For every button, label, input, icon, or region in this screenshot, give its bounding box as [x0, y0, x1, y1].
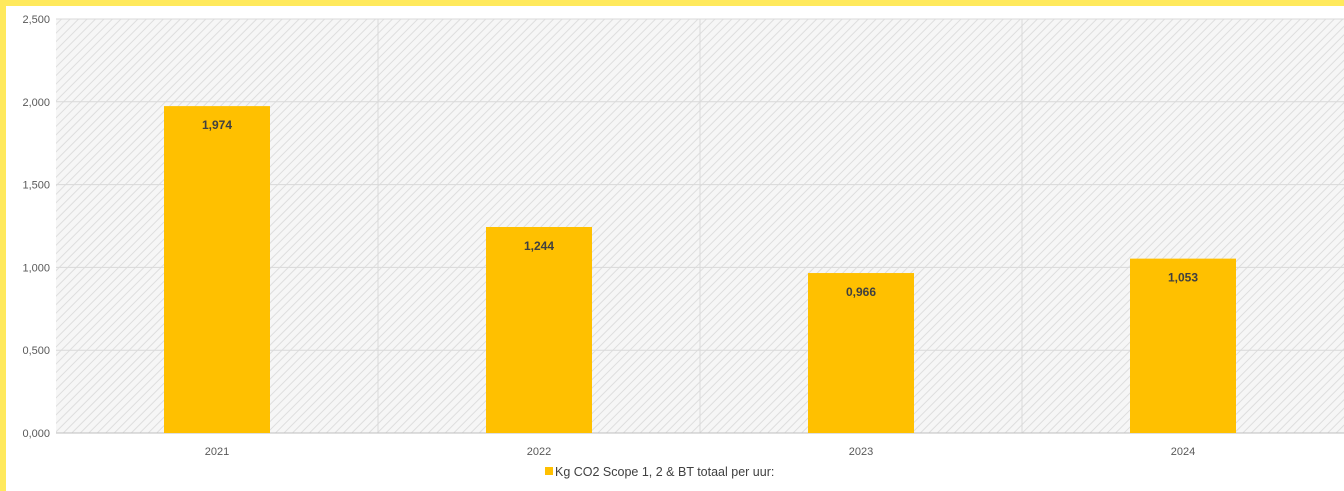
legend-swatch [545, 467, 553, 475]
data-label: 1,974 [202, 118, 232, 132]
bar-chart: 1,974 1,244 0,966 1,053 0,000 0,500 1,000 1,50… [22, 14, 1344, 479]
bar-2021 [164, 106, 270, 434]
y-tick-label: 1,500 [22, 180, 50, 192]
bar-2023 [808, 273, 914, 433]
data-label: 1,053 [1168, 271, 1198, 285]
y-tick-label: 1,000 [22, 262, 50, 274]
bar-2022 [486, 226, 592, 433]
x-tick-label: 2021 [205, 446, 229, 458]
y-tick-label: 2,500 [22, 14, 50, 26]
legend-label: Kg CO2 Scope 1, 2 & BT totaal per uur: [555, 465, 774, 479]
x-tick-label: 2022 [527, 446, 551, 458]
y-tick-label: 0,500 [22, 345, 50, 357]
y-tick-label: 0,000 [22, 428, 50, 440]
chart-frame: 1,974 1,244 0,966 1,053 0,000 0,500 1,000 1,50… [6, 6, 1344, 491]
x-tick-label: 2024 [1171, 446, 1195, 458]
bar-2024 [1130, 258, 1236, 433]
data-label: 1,244 [524, 239, 554, 253]
x-tick-label: 2023 [849, 446, 873, 458]
y-tick-label: 2,000 [22, 97, 50, 109]
legend: Kg CO2 Scope 1, 2 & BT totaal per uur: [545, 465, 774, 479]
data-label: 0,966 [846, 285, 876, 299]
